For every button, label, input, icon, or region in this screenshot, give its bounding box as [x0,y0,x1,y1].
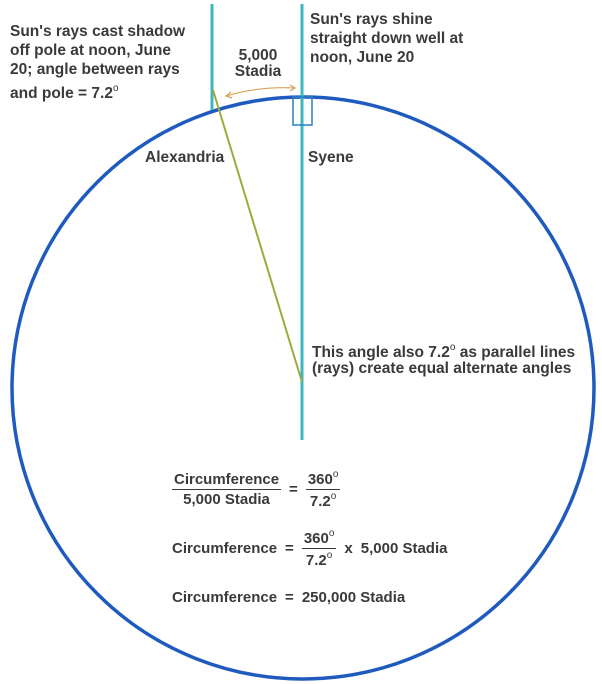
eq2-rhs: 5,000 Stadia [360,540,448,557]
alexandria-label: Alexandria [145,149,225,166]
degree-sign: o [328,528,335,539]
arrowhead-right [289,84,297,92]
note-line: 20; angle between rays [10,61,180,78]
eq1-denominator: 5,000 Stadia [183,491,270,508]
arrowhead-left [224,91,233,99]
eq2-lhs: Circumference [172,540,278,557]
distance-label: 5,000 Stadia [228,48,288,80]
eq2-numerator: 360 [303,530,329,547]
eq1-rhs-numerator: 360 [307,471,333,488]
alexandria-note: Sun's rays cast shadow off pole at noon,… [10,22,185,103]
degree-sign: o [449,342,456,353]
degree-sign: o [332,469,339,480]
times-sign: x [344,540,353,557]
equals-sign: = [285,540,294,557]
note-line: straight down well at [310,30,464,47]
degree-sign: o [330,491,337,502]
eq1-rhs-denominator: 7.2 [309,493,331,510]
distance-arc [225,87,296,97]
degree-sign: o [112,83,119,94]
eq3-rhs: 250,000 Stadia [301,589,406,606]
well [292,96,313,126]
eq1-numerator: Circumference [172,471,282,490]
equals-sign: = [285,589,294,606]
syene-label: Syene [308,149,354,166]
note-line: Sun's rays cast shadow [10,23,186,40]
note-line: Sun's rays shine [310,11,433,28]
note-line: and pole = 7.2 [10,85,113,102]
note-line: (rays) create equal alternate angles [312,360,572,377]
distance-value: 5,000 [238,47,278,64]
equation-3: Circumference = 250,000 Stadia [172,589,405,606]
eq3-lhs: Circumference [172,589,278,606]
degree-sign: o [326,550,333,561]
syene-note: Sun's rays shine straight down well at n… [310,10,463,67]
note-line: This angle also 7.2 [312,344,450,361]
note-line: noon, June 20 [310,49,415,66]
equation-2: Circumference = 360o 7.2o x 5,000 Stadia [172,528,447,569]
eq2-denominator: 7.2 [305,552,327,569]
note-line: as parallel lines [459,344,576,361]
equals-sign: = [289,481,298,498]
equation-1: Circumference 5,000 Stadia = 360o 7.2o [172,469,341,510]
alexandria-to-center-line [212,89,303,383]
angle-note: This angle also 7.2o as parallel lines (… [312,340,575,377]
note-line: off pole at noon, June [10,42,172,59]
distance-unit: Stadia [234,63,282,80]
